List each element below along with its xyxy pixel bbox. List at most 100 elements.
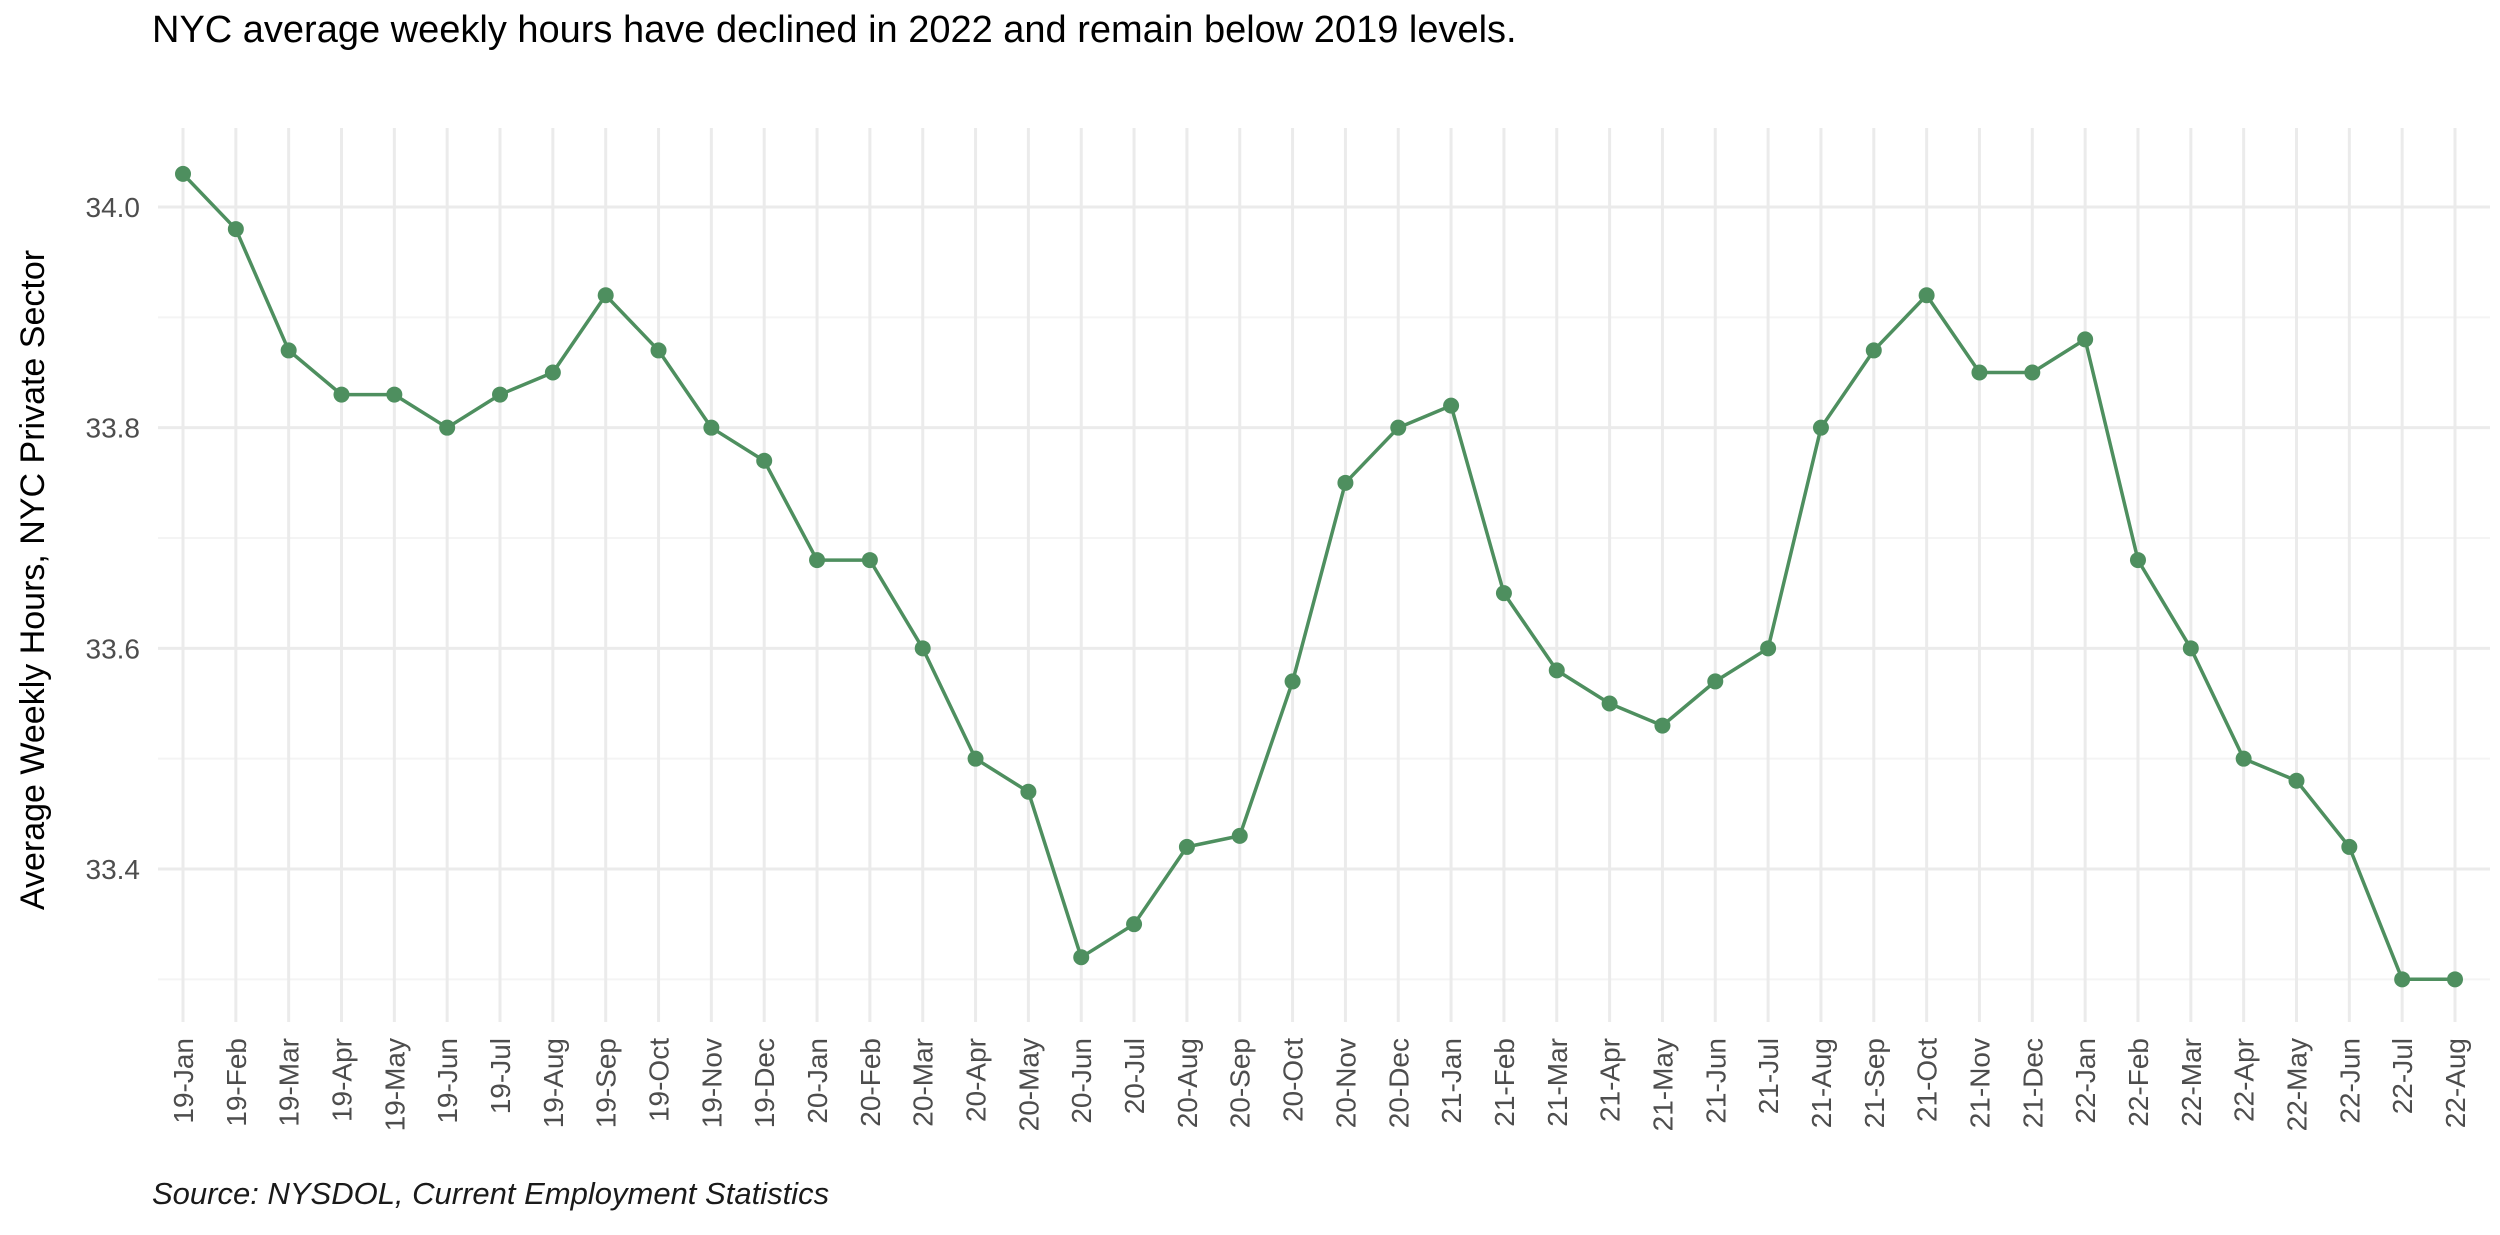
x-tick-label: 21-May <box>1647 1038 1678 1131</box>
y-axis-ticks: 33.4 33.6 33.8 34.0 <box>86 192 141 885</box>
data-point <box>597 287 614 304</box>
y-tick-label: 33.8 <box>86 413 141 444</box>
data-point <box>492 386 509 403</box>
data-point <box>1284 673 1301 690</box>
data-point <box>2341 838 2358 855</box>
x-tick-label: 19-Jan <box>168 1038 199 1124</box>
x-tick-label: 19-Feb <box>221 1038 252 1127</box>
data-point <box>227 221 244 238</box>
x-tick-label: 19-Mar <box>274 1038 305 1127</box>
x-axis-ticks: 19-Jan 19-Feb 19-Mar 19-Apr 19-May 19-Jun 19-J… <box>168 1038 2471 1132</box>
data-point <box>1865 342 1882 359</box>
x-tick-label: 19-Apr <box>327 1038 358 1122</box>
data-point <box>1918 287 1935 304</box>
data-point <box>703 419 720 436</box>
data-point <box>756 452 773 469</box>
data-point <box>386 386 403 403</box>
data-point <box>280 342 297 359</box>
data-point <box>1812 419 1829 436</box>
data-point <box>544 364 561 381</box>
x-tick-label: 20-Oct <box>1278 1038 1309 1122</box>
x-tick-label: 19-Jun <box>432 1038 463 1124</box>
data-point <box>2077 331 2094 348</box>
grid <box>158 128 2490 1022</box>
series-points <box>175 165 2463 988</box>
data-point <box>967 750 984 767</box>
x-tick-label: 20-Jan <box>802 1038 833 1124</box>
data-point <box>650 342 667 359</box>
data-point <box>1971 364 1988 381</box>
x-tick-label: 21-Jun <box>1700 1038 1731 1124</box>
data-point <box>914 640 931 657</box>
data-point <box>2447 971 2463 988</box>
x-tick-label: 22-Mar <box>2176 1038 2207 1127</box>
x-tick-label: 20-Mar <box>908 1038 939 1127</box>
data-point <box>861 552 878 569</box>
series-line-group <box>181 172 2455 982</box>
x-tick-label: 21-Mar <box>1542 1038 1573 1127</box>
data-point <box>1654 717 1671 734</box>
x-tick-label: 20-Nov <box>1330 1038 1361 1128</box>
x-tick-label: 20-Jun <box>1066 1038 1097 1124</box>
data-point <box>2129 552 2146 569</box>
data-point <box>1073 949 1090 966</box>
x-tick-label: 20-Apr <box>961 1038 992 1122</box>
data-point <box>1020 783 1037 800</box>
x-tick-label: 20-Jul <box>1119 1038 1150 1114</box>
data-point <box>1760 640 1777 657</box>
x-tick-label: 22-Apr <box>2229 1038 2260 1122</box>
x-tick-label: 22-Jun <box>2334 1038 2365 1124</box>
data-point <box>175 165 191 182</box>
data-point <box>2024 364 2041 381</box>
data-point <box>2288 772 2305 789</box>
x-tick-label: 21-Sep <box>1859 1038 1890 1128</box>
x-tick-label: 19-May <box>379 1038 410 1131</box>
x-tick-label: 21-Feb <box>1489 1038 1520 1127</box>
data-point <box>1707 673 1724 690</box>
x-tick-label: 19-Jul <box>485 1038 516 1114</box>
x-tick-label: 20-Feb <box>855 1038 886 1127</box>
x-tick-label: 20-May <box>1013 1038 1044 1131</box>
data-point <box>1126 916 1143 933</box>
x-tick-label: 20-Dec <box>1383 1038 1414 1128</box>
source-caption: Source: NYSDOL, Current Employment Stati… <box>152 1176 830 1211</box>
data-point <box>1495 585 1512 602</box>
x-tick-label: 22-May <box>2281 1038 2312 1131</box>
data-point <box>1390 419 1407 436</box>
y-tick-label: 34.0 <box>86 192 141 223</box>
y-tick-label: 33.6 <box>86 633 141 664</box>
x-tick-label: 19-Aug <box>538 1038 569 1128</box>
data-point <box>2235 750 2252 767</box>
data-point <box>1601 695 1618 712</box>
x-tick-label: 21-Oct <box>1912 1038 1943 1122</box>
data-point <box>439 419 456 436</box>
x-tick-label: 19-Sep <box>591 1038 622 1128</box>
data-point <box>809 552 826 569</box>
x-tick-label: 20-Aug <box>1172 1038 1203 1128</box>
data-point <box>2182 640 2199 657</box>
series-line <box>181 172 2455 982</box>
x-tick-label: 19-Dec <box>749 1038 780 1128</box>
x-tick-label: 21-Jul <box>1753 1038 1784 1114</box>
y-tick-label: 33.4 <box>86 854 141 885</box>
data-point <box>2394 971 2411 988</box>
chart-title: NYC average weekly hours have declined i… <box>152 9 1517 51</box>
data-point <box>1337 474 1354 491</box>
x-tick-label: 19-Nov <box>696 1038 727 1128</box>
data-point <box>333 386 350 403</box>
x-tick-label: 22-Feb <box>2123 1038 2154 1127</box>
x-tick-label: 20-Sep <box>1225 1038 1256 1128</box>
data-point <box>1443 397 1460 414</box>
x-tick-label: 21-Nov <box>1964 1038 1995 1128</box>
x-tick-label: 19-Oct <box>644 1038 675 1122</box>
x-tick-label: 22-Aug <box>2440 1038 2471 1128</box>
x-tick-label: 22-Jul <box>2387 1038 2418 1114</box>
x-tick-label: 21-Aug <box>1806 1038 1837 1128</box>
data-point <box>1178 838 1195 855</box>
x-tick-label: 21-Jan <box>1436 1038 1467 1124</box>
x-tick-label: 21-Dec <box>2017 1038 2048 1128</box>
x-tick-label: 22-Jan <box>2070 1038 2101 1124</box>
y-axis-title: Average Weekly Hours, NYC Private Sector <box>14 250 52 910</box>
x-tick-label: 21-Apr <box>1595 1038 1626 1122</box>
